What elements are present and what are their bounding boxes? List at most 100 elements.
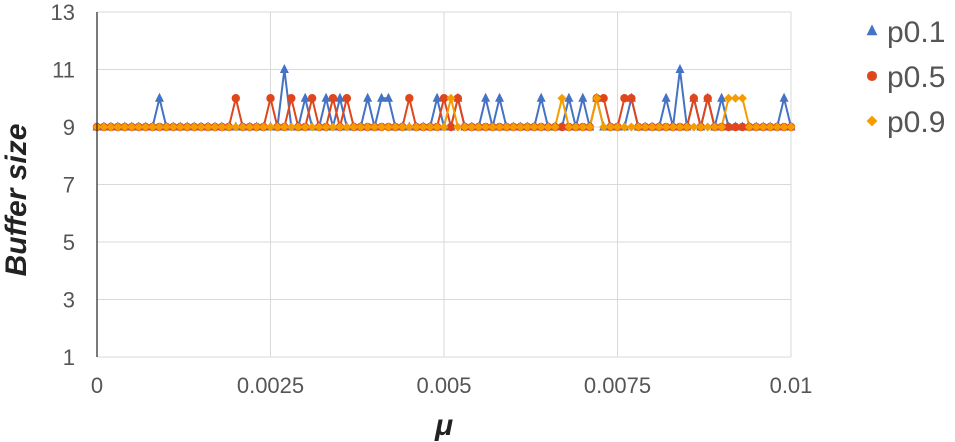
data-point-p0.9 xyxy=(189,122,199,132)
data-point-p0.1 xyxy=(154,92,164,102)
data-point-p0.9 xyxy=(154,122,164,132)
data-point-p0.9 xyxy=(619,122,629,132)
data-point-p0.9 xyxy=(300,122,310,132)
data-point-p0.9 xyxy=(272,122,282,132)
data-point-p0.5 xyxy=(342,94,352,103)
data-point-p0.9 xyxy=(501,122,511,132)
data-point-p0.9 xyxy=(446,93,456,103)
data-point-p0.9 xyxy=(640,122,650,132)
data-point-p0.5 xyxy=(405,94,414,103)
data-point-p0.9 xyxy=(668,122,678,132)
data-point-p0.9 xyxy=(786,122,796,132)
y-tick-label: 7 xyxy=(63,173,75,198)
data-point-p0.5 xyxy=(599,94,608,103)
data-point-p0.9 xyxy=(279,122,289,132)
data-point-p0.9 xyxy=(217,122,227,132)
x-tick-label: 0 xyxy=(91,373,103,398)
data-point-p0.1 xyxy=(335,92,345,102)
data-point-p0.9 xyxy=(252,122,262,132)
data-point-p0.9 xyxy=(224,122,234,132)
data-point-p0.1 xyxy=(383,92,393,102)
data-point-p0.9 xyxy=(196,122,206,132)
data-point-p0.9 xyxy=(758,122,768,132)
data-point-p0.9 xyxy=(266,122,275,132)
y-tick-label: 11 xyxy=(52,58,75,83)
data-point-p0.9 xyxy=(377,122,387,132)
data-point-p0.9 xyxy=(744,122,754,132)
data-point-p0.9 xyxy=(363,122,373,132)
data-point-p0.9 xyxy=(231,122,241,132)
data-point-p0.9 xyxy=(293,122,303,132)
data-point-p0.9 xyxy=(495,122,505,132)
data-point-p0.9 xyxy=(585,122,595,132)
data-point-p0.9 xyxy=(141,122,151,132)
data-point-p0.9 xyxy=(106,122,116,132)
data-point-p0.9 xyxy=(779,122,789,132)
data-point-p0.9 xyxy=(328,122,338,132)
data-point-p0.1 xyxy=(578,92,588,102)
data-point-p0.5 xyxy=(328,94,338,103)
data-point-p0.9 xyxy=(99,122,109,132)
data-point-p0.9 xyxy=(536,122,546,132)
legend-label-p0.1: p0.1 xyxy=(887,16,945,49)
data-point-p0.9 xyxy=(175,122,185,132)
data-point-p0.9 xyxy=(696,122,706,132)
data-point-p0.9 xyxy=(474,122,484,132)
data-point-p0.9 xyxy=(557,93,567,103)
data-point-p0.9 xyxy=(481,122,491,132)
y-tick-label: 9 xyxy=(63,115,75,140)
data-point-p0.9 xyxy=(349,122,359,132)
data-point-p0.9 xyxy=(127,122,137,132)
data-point-p0.9 xyxy=(210,122,220,132)
data-point-p0.9 xyxy=(710,122,720,132)
data-point-p0.1 xyxy=(675,64,685,73)
data-point-p0.9 xyxy=(508,122,518,132)
data-point-p0.9 xyxy=(342,122,352,132)
data-point-p0.9 xyxy=(751,122,761,132)
data-point-p0.9 xyxy=(730,93,740,103)
data-point-p0.1 xyxy=(432,92,442,102)
x-tick-label: 0.01 xyxy=(770,373,813,398)
data-point-p0.5 xyxy=(287,94,296,103)
gridlines xyxy=(97,11,792,358)
data-point-p0.9 xyxy=(717,122,727,132)
data-point-p0.9 xyxy=(390,122,400,132)
data-point-p0.1 xyxy=(279,64,289,73)
data-point-p0.5 xyxy=(620,94,629,103)
data-point-p0.9 xyxy=(418,122,428,132)
series-markers xyxy=(92,64,796,132)
data-point-p0.5 xyxy=(446,122,456,132)
data-point-p0.9 xyxy=(356,122,366,132)
data-point-p0.1 xyxy=(779,92,789,102)
data-point-p0.9 xyxy=(522,122,532,132)
data-point-p0.9 xyxy=(599,122,609,132)
data-point-p0.9 xyxy=(439,122,449,132)
legend-marker-p0.9 xyxy=(866,115,878,127)
y-tick-label: 13 xyxy=(51,0,75,25)
data-point-p0.9 xyxy=(425,122,435,132)
data-point-p0.1 xyxy=(300,92,310,102)
data-point-p0.9 xyxy=(571,122,581,132)
data-point-p0.9 xyxy=(529,122,539,132)
data-point-p0.5 xyxy=(453,94,463,103)
data-point-p0.9 xyxy=(411,122,421,132)
data-point-p0.9 xyxy=(404,122,414,132)
x-tick-label: 0.0025 xyxy=(237,373,304,398)
data-point-p0.9 xyxy=(724,93,734,103)
y-tick-label: 3 xyxy=(63,288,75,313)
data-point-p0.9 xyxy=(383,122,393,132)
data-point-p0.9 xyxy=(675,122,685,132)
data-point-p0.9 xyxy=(647,122,657,132)
legend-label-p0.5: p0.5 xyxy=(887,61,945,94)
data-point-p0.9 xyxy=(467,122,477,132)
data-point-p0.9 xyxy=(737,93,747,103)
data-point-p0.5 xyxy=(731,122,740,132)
data-point-p0.9 xyxy=(161,122,171,132)
data-point-p0.9 xyxy=(460,122,470,132)
data-point-p0.9 xyxy=(613,122,622,132)
data-point-p0.5 xyxy=(689,94,699,103)
data-point-p0.9 xyxy=(578,122,588,132)
data-point-p0.9 xyxy=(335,122,345,132)
